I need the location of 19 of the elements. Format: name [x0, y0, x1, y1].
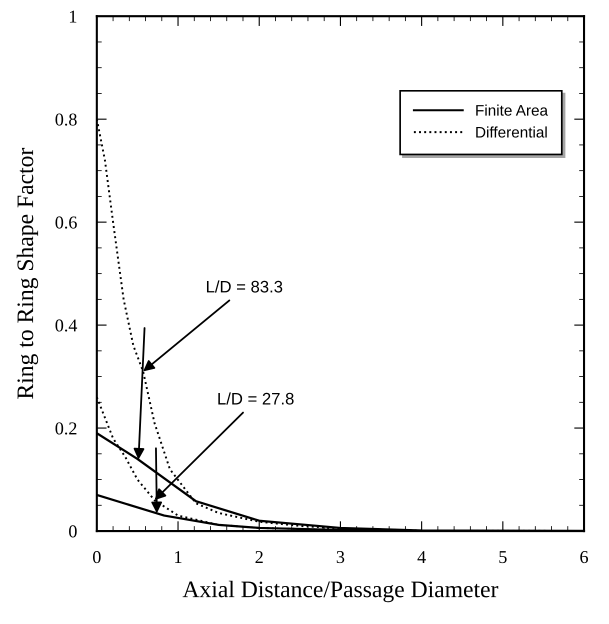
x-tick-label: 0 — [93, 550, 101, 564]
y-tick-label: 0.4 — [56, 319, 78, 332]
x-tick-label: 1 — [175, 551, 182, 563]
y-tick-label: 1 — [70, 10, 76, 22]
y-tick-label: 0.8 — [56, 113, 77, 126]
legend-label: Finite Area — [476, 104, 548, 116]
y-tick-label: 0.6 — [56, 216, 77, 229]
x-tick-label: 5 — [499, 551, 507, 564]
x-tick-label: 4 — [417, 551, 426, 563]
legend-label: Differential — [476, 126, 547, 138]
x-axis-title: Axial Distance/Passage Diameter — [182, 580, 498, 602]
x-tick-label: 2 — [256, 551, 263, 563]
annotation: L/D = 27.8 — [218, 392, 294, 405]
y-tick-label: 0.2 — [56, 422, 76, 435]
x-tick-label: 6 — [580, 551, 588, 564]
annotation: L/D = 83.3 — [206, 280, 282, 293]
x-tick-label: 3 — [336, 551, 344, 564]
y-tick-label: 0 — [69, 525, 77, 538]
y-axis-title: Ring to Ring Shape Factor — [16, 148, 38, 399]
